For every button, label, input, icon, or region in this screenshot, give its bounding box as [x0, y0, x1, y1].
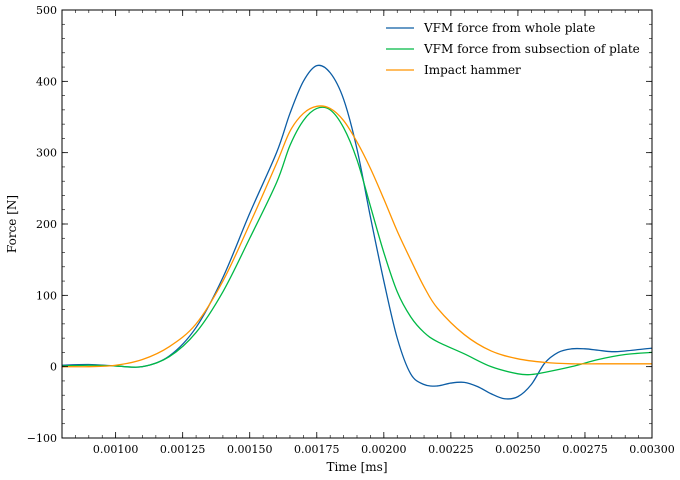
plot-frame [61, 9, 653, 439]
x-tick-label: 0.00300 [629, 443, 675, 456]
x-tick-label: 0.00225 [428, 443, 474, 456]
y-tick-label: 0 [50, 361, 57, 374]
series-layer [62, 64, 652, 400]
y-tick-label: 200 [36, 218, 57, 231]
ticks-layer: 0.00100 0.00125 0.00150 0.00175 0.00200 0.002… [27, 4, 675, 456]
series-line-0 [62, 64, 652, 400]
series-line-2 [62, 105, 652, 368]
x-tick-label: 0.00175 [294, 443, 340, 456]
y-tick-label: −100 [27, 432, 57, 445]
x-tick-label: 0.00100 [93, 443, 139, 456]
y-tick-label: 300 [36, 147, 57, 160]
legend-label-0: VFM force from whole plate [423, 21, 595, 35]
series-line-1 [62, 106, 652, 376]
x-tick-label: 0.00125 [160, 443, 206, 456]
x-axis-label: Time [ms] [326, 460, 387, 474]
y-tick-label: 100 [36, 289, 57, 302]
x-tick-label: 0.00250 [495, 443, 541, 456]
y-tick-label: 500 [36, 4, 57, 17]
y-tick-label: 400 [36, 75, 57, 88]
x-tick-label: 0.00275 [562, 443, 608, 456]
y-axis-label: Force [N] [5, 195, 19, 253]
legend-label-1: VFM force from subsection of plate [423, 42, 640, 56]
legend-label-2: Impact hammer [424, 63, 521, 77]
legend: VFM force from whole plate VFM force from… [386, 21, 640, 77]
x-tick-label: 0.00150 [227, 443, 273, 456]
x-tick-label: 0.00200 [361, 443, 407, 456]
